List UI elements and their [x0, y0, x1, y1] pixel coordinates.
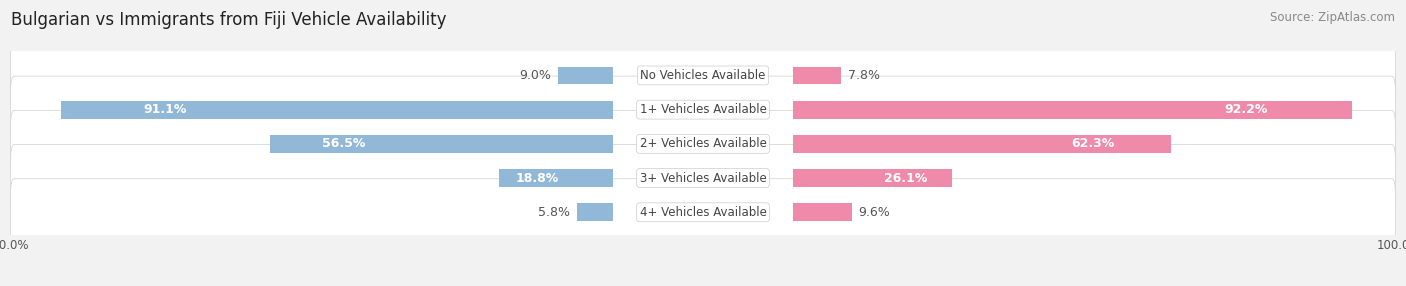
FancyBboxPatch shape: [10, 179, 1396, 246]
FancyBboxPatch shape: [10, 144, 1396, 212]
Text: 3+ Vehicles Available: 3+ Vehicles Available: [640, 172, 766, 184]
Text: 56.5%: 56.5%: [322, 137, 366, 150]
Text: 62.3%: 62.3%: [1071, 137, 1114, 150]
Bar: [499, 169, 613, 187]
Text: 1+ Vehicles Available: 1+ Vehicles Available: [640, 103, 766, 116]
Text: 9.6%: 9.6%: [859, 206, 890, 219]
Text: Source: ZipAtlas.com: Source: ZipAtlas.com: [1270, 11, 1395, 24]
Bar: [270, 135, 613, 153]
Text: 92.2%: 92.2%: [1225, 103, 1268, 116]
Bar: [793, 101, 1351, 118]
Bar: [793, 135, 1171, 153]
Text: 7.8%: 7.8%: [848, 69, 880, 82]
Text: 4+ Vehicles Available: 4+ Vehicles Available: [640, 206, 766, 219]
FancyBboxPatch shape: [10, 42, 1396, 109]
FancyBboxPatch shape: [10, 76, 1396, 143]
Bar: [793, 169, 952, 187]
Bar: [793, 67, 841, 84]
Bar: [578, 203, 613, 221]
Text: Bulgarian vs Immigrants from Fiji Vehicle Availability: Bulgarian vs Immigrants from Fiji Vehicl…: [11, 11, 447, 29]
Text: 2+ Vehicles Available: 2+ Vehicles Available: [640, 137, 766, 150]
Bar: [60, 101, 613, 118]
Text: 18.8%: 18.8%: [516, 172, 560, 184]
FancyBboxPatch shape: [10, 110, 1396, 177]
Text: 5.8%: 5.8%: [538, 206, 571, 219]
Bar: [558, 67, 613, 84]
Text: 26.1%: 26.1%: [884, 172, 928, 184]
Text: No Vehicles Available: No Vehicles Available: [640, 69, 766, 82]
Text: 91.1%: 91.1%: [143, 103, 187, 116]
Text: 9.0%: 9.0%: [519, 69, 551, 82]
Bar: [793, 203, 852, 221]
